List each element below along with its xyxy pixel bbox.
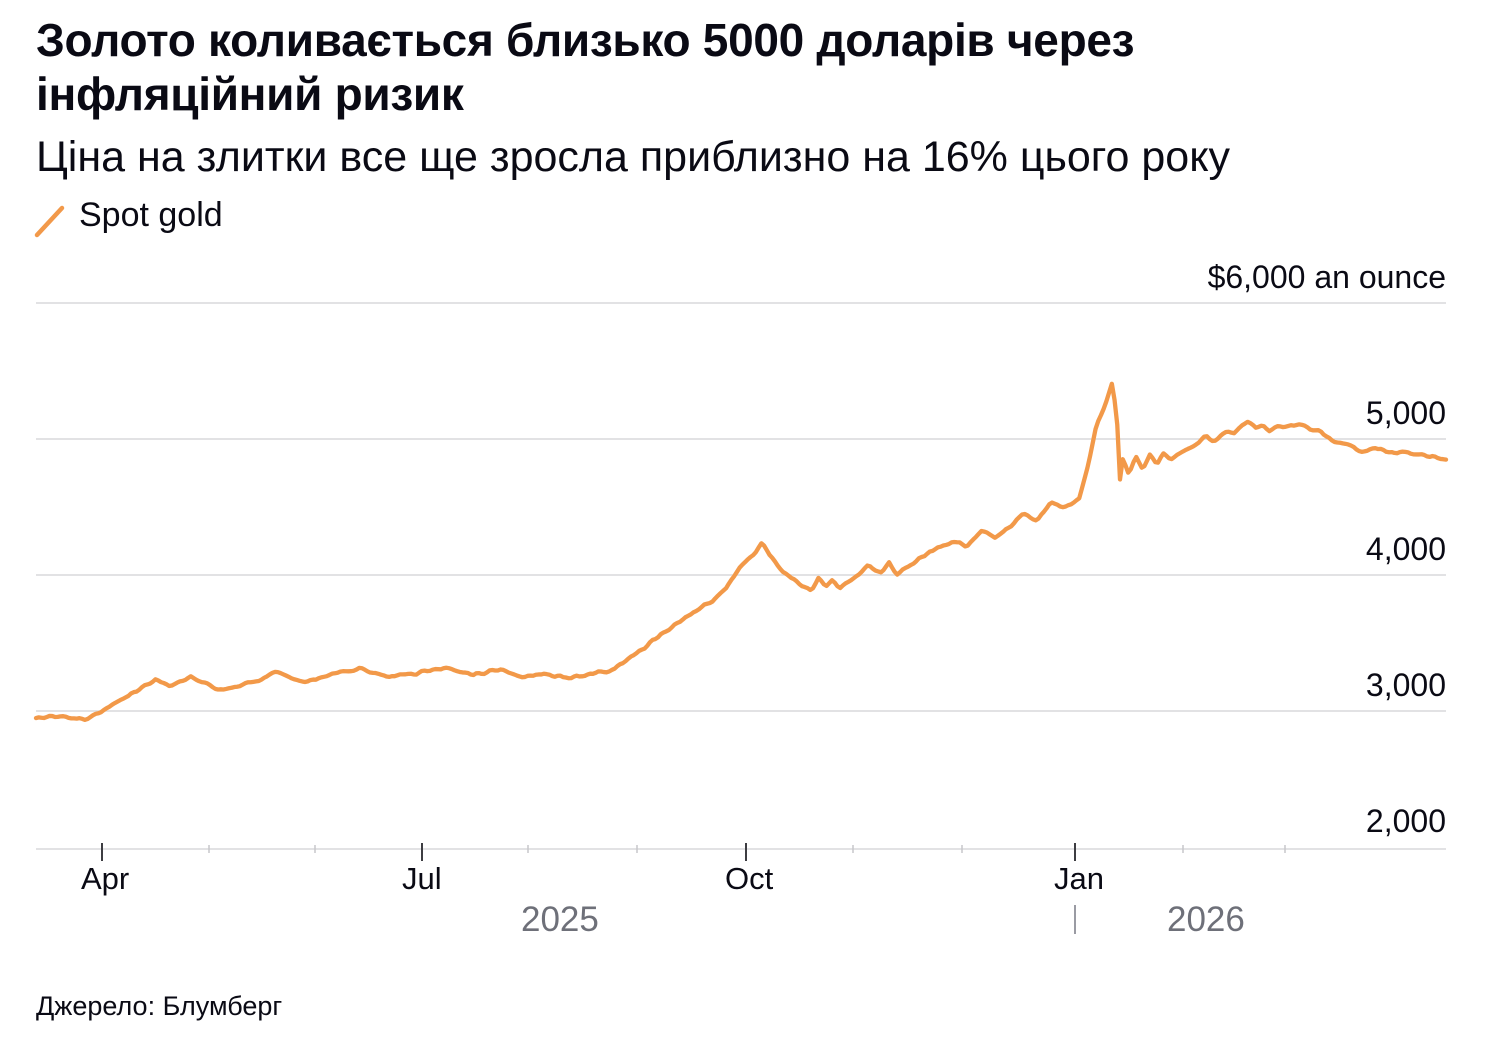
svg-text:Jul: Jul [402, 861, 442, 896]
svg-text:Jan: Jan [1054, 861, 1104, 896]
svg-text:Oct: Oct [725, 861, 774, 896]
svg-text:2,000: 2,000 [1366, 803, 1446, 839]
svg-text:$6,000 an ounce: $6,000 an ounce [1208, 259, 1446, 295]
svg-text:2026: 2026 [1167, 900, 1245, 939]
svg-text:5,000: 5,000 [1366, 395, 1446, 431]
svg-text:Apr: Apr [81, 861, 129, 896]
svg-text:4,000: 4,000 [1366, 531, 1446, 567]
svg-text:3,000: 3,000 [1366, 667, 1446, 703]
svg-text:2025: 2025 [521, 900, 599, 939]
